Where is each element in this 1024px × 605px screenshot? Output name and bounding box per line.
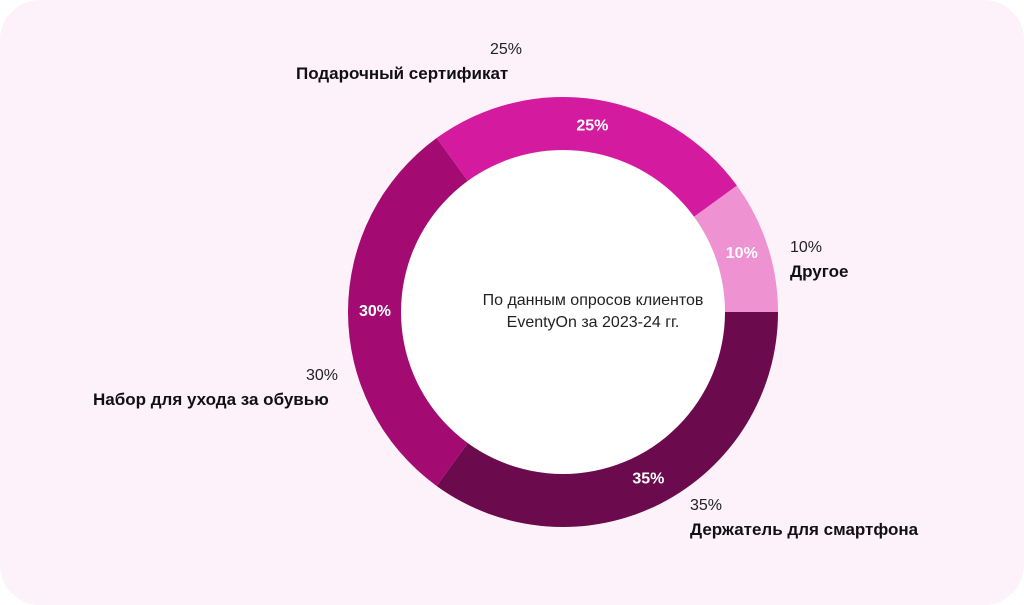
legend-other-percent: 10%: [790, 239, 823, 256]
legend-gift-percent: 25%: [490, 41, 523, 58]
donut-slice-labels: 35% 30% 25% 10%: [359, 118, 758, 488]
donut-hole: [401, 150, 725, 474]
slice-label-other: 10%: [726, 245, 758, 262]
slice-label-shoe: 30%: [359, 303, 391, 320]
center-note-line-1: По данным опросов клиентов: [482, 292, 704, 309]
slice-label-gift: 25%: [576, 118, 608, 135]
legend-other-name: Другое: [790, 262, 849, 281]
legend-shoe-name: Набор для ухода за обувью: [93, 390, 329, 409]
center-note: По данным опросов клиентов EventyOn за 2…: [413, 290, 773, 334]
legend-phone-percent: 35%: [690, 497, 723, 514]
slice-label-phone: 35%: [632, 471, 664, 488]
center-note-line-2: EventyOn за 2023-24 гг.: [506, 314, 680, 331]
legend-phone-name: Держатель для смартфона: [690, 520, 919, 539]
legend-shoe-percent: 30%: [306, 367, 339, 384]
legend-gift-name: Подарочный сертификат: [296, 64, 509, 83]
